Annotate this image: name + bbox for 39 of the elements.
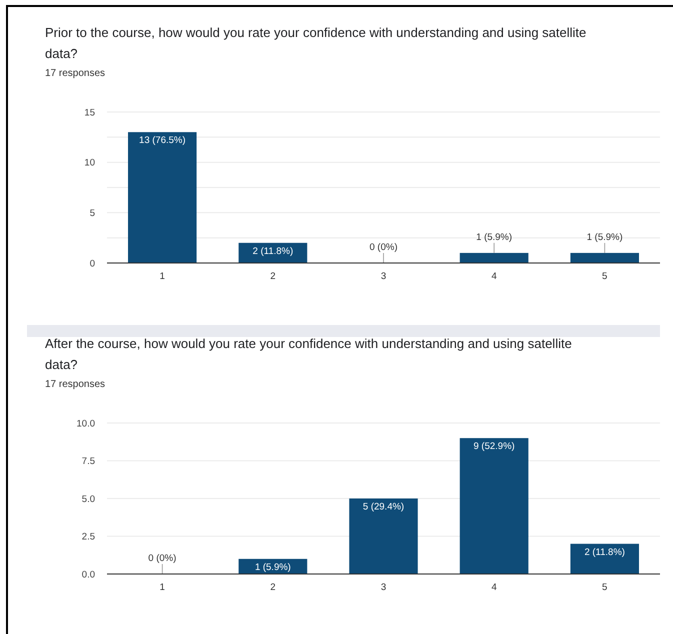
bar: [570, 544, 639, 574]
y-tick-label: 0: [90, 258, 95, 270]
data-label: 1 (5.9%): [586, 232, 623, 243]
x-tick-label: 1: [160, 271, 165, 282]
y-tick-label: 2.5: [82, 532, 95, 543]
data-label: 0 (0%): [370, 242, 398, 253]
chart-subtitle: 17 responses: [45, 68, 106, 79]
data-label: 5 (29.4%): [362, 502, 404, 512]
x-tick-label: 4: [491, 582, 497, 593]
data-label: 1 (5.9%): [254, 562, 291, 573]
y-tick-label: 10: [84, 158, 95, 169]
bar: [349, 498, 418, 574]
bar: [460, 438, 528, 574]
x-tick-label: 5: [602, 582, 608, 593]
x-tick-label: 2: [270, 582, 276, 593]
data-label: 0 (0%): [148, 553, 176, 564]
x-tick-label: 3: [380, 582, 386, 593]
y-tick-label: 7.5: [82, 456, 95, 468]
bar: [128, 132, 197, 263]
y-tick-label: 15: [84, 107, 95, 118]
bar: [570, 252, 639, 263]
y-tick-label: 10.0: [76, 418, 95, 430]
data-label: 9 (52.9%): [474, 441, 515, 452]
chart-subtitle: 17 responses: [45, 379, 106, 390]
x-tick-label: 5: [602, 271, 608, 282]
bar: [460, 252, 528, 263]
y-tick-label: 5: [90, 208, 95, 219]
data-label: 2 (11.8%): [252, 246, 294, 257]
chart-title: After the course, how would you rate your confidence with understanding and using satellite data?: [45, 335, 573, 374]
x-tick-label: 1: [160, 582, 165, 593]
x-tick-label: 2: [270, 271, 276, 282]
x-tick-label: 3: [380, 271, 386, 282]
y-tick-label: 5.0: [82, 494, 95, 505]
chart-title: Prior to the course, how would you rate your confidence with understanding and using satellite data?: [45, 24, 588, 63]
data-label: 1 (5.9%): [476, 232, 512, 243]
data-label: 13 (76.5%): [139, 135, 186, 146]
y-tick-label: 0.0: [82, 569, 95, 580]
x-tick-label: 4: [491, 271, 497, 282]
data-label: 2 (11.8%): [584, 546, 625, 558]
